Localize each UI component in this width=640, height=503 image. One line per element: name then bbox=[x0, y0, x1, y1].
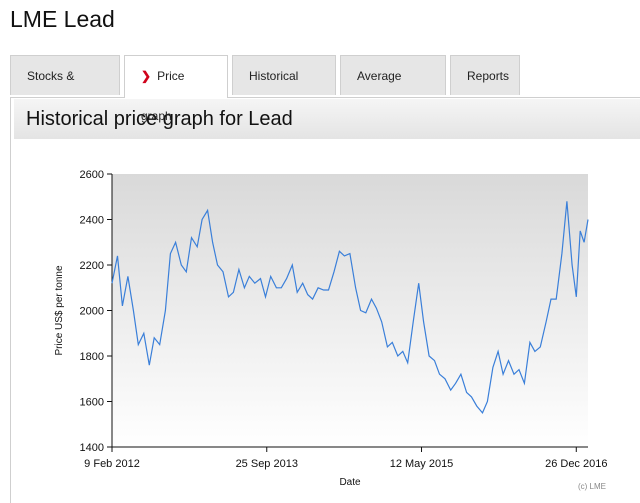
y-axis-label: Price US$ per tonne bbox=[54, 265, 65, 355]
x-axis-label: Date bbox=[339, 477, 361, 488]
section-header: Historical price graph for Lead bbox=[14, 99, 640, 139]
tab-label: Price graph bbox=[141, 69, 185, 123]
chevron-right-icon: ❯ bbox=[141, 69, 152, 83]
section-title: Historical price graph for Lead bbox=[26, 108, 293, 130]
tab-average-prices[interactable]: Average prices bbox=[340, 55, 446, 123]
x-axis: 9 Feb 2012 25 Sep 2013 12 May 2015 26 Dec 2… bbox=[84, 446, 607, 470]
y-tick-label: 2400 bbox=[80, 215, 104, 227]
tab-label: Reports bbox=[467, 69, 510, 83]
y-tick-label: 2200 bbox=[80, 260, 104, 272]
price-series-line bbox=[111, 201, 589, 415]
y-tick-label: 1800 bbox=[80, 351, 104, 363]
x-tick-label: 25 Sep 2013 bbox=[236, 458, 298, 470]
tab-bar: Stocks & prices ❯Price graph Historical … bbox=[10, 55, 524, 123]
tab-reports[interactable]: Reports bbox=[450, 55, 520, 95]
y-axis: 1400 1600 1800 2000 2200 2400 2600 bbox=[80, 169, 113, 454]
y-tick-label: 2000 bbox=[80, 306, 104, 318]
y-tick-label: 1400 bbox=[80, 442, 104, 454]
y-tick-label: 1600 bbox=[80, 397, 104, 409]
tab-price-graph[interactable]: ❯ Price graph bbox=[124, 55, 228, 123]
y-tick-label: 2600 bbox=[80, 169, 104, 181]
page-title: LME Lead bbox=[10, 6, 115, 32]
plot-area bbox=[112, 174, 588, 447]
x-tick-label: 26 Dec 2016 bbox=[545, 458, 607, 470]
chart-credit: (c) LME bbox=[578, 482, 606, 491]
x-tick-label: 12 May 2015 bbox=[390, 458, 454, 470]
x-tick-label: 9 Feb 2012 bbox=[84, 458, 140, 470]
